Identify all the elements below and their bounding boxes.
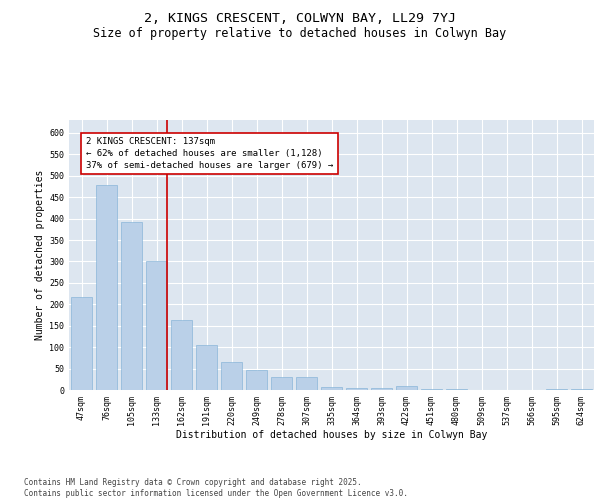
Bar bbox=[221, 362, 242, 390]
Bar bbox=[371, 388, 392, 390]
Bar bbox=[121, 222, 142, 390]
Bar bbox=[446, 389, 467, 390]
Text: Contains HM Land Registry data © Crown copyright and database right 2025.
Contai: Contains HM Land Registry data © Crown c… bbox=[24, 478, 408, 498]
Y-axis label: Number of detached properties: Number of detached properties bbox=[35, 170, 45, 340]
Text: 2, KINGS CRESCENT, COLWYN BAY, LL29 7YJ: 2, KINGS CRESCENT, COLWYN BAY, LL29 7YJ bbox=[144, 12, 456, 26]
Bar bbox=[346, 388, 367, 390]
Text: 2 KINGS CRESCENT: 137sqm
← 62% of detached houses are smaller (1,128)
37% of sem: 2 KINGS CRESCENT: 137sqm ← 62% of detach… bbox=[86, 137, 333, 170]
Bar bbox=[271, 377, 292, 390]
Text: Size of property relative to detached houses in Colwyn Bay: Size of property relative to detached ho… bbox=[94, 28, 506, 40]
Bar bbox=[171, 320, 192, 390]
Bar bbox=[71, 296, 92, 390]
Bar bbox=[296, 377, 317, 390]
X-axis label: Distribution of detached houses by size in Colwyn Bay: Distribution of detached houses by size … bbox=[176, 430, 487, 440]
Bar bbox=[96, 185, 117, 390]
Bar bbox=[246, 370, 267, 390]
Bar bbox=[546, 388, 567, 390]
Bar bbox=[571, 389, 592, 390]
Bar bbox=[146, 260, 167, 390]
Bar bbox=[196, 345, 217, 390]
Bar bbox=[396, 386, 417, 390]
Bar bbox=[321, 386, 342, 390]
Bar bbox=[421, 388, 442, 390]
